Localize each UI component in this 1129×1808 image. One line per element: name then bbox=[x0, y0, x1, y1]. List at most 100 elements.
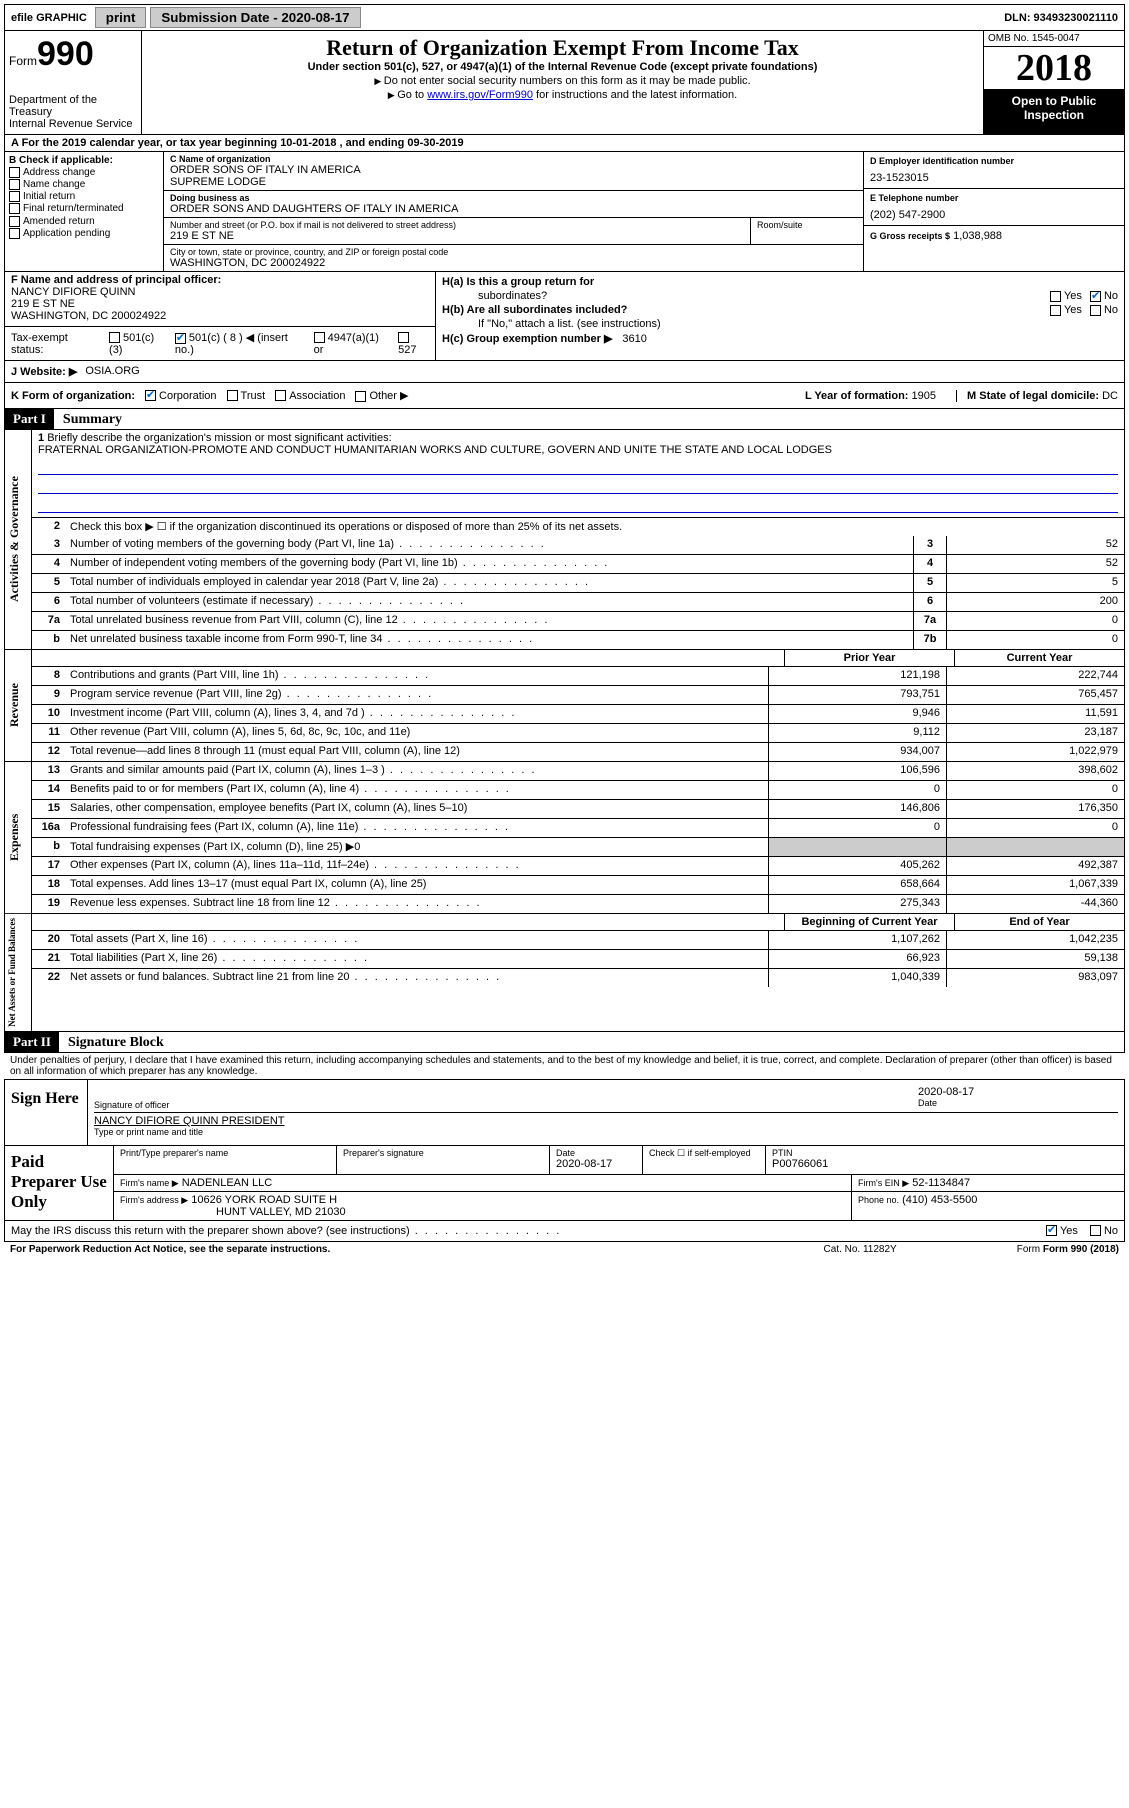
header-center: Return of Organization Exempt From Incom… bbox=[142, 31, 983, 134]
ein-block: D Employer identification number 23-1523… bbox=[864, 152, 1124, 189]
paid-preparer-label: Paid Preparer Use Only bbox=[5, 1146, 114, 1220]
check-4947[interactable]: 4947(a)(1) or bbox=[314, 332, 389, 356]
ha-yes[interactable]: Yes bbox=[1050, 290, 1082, 302]
line21-cy: 59,138 bbox=[946, 950, 1124, 968]
col-c-center: C Name of organization ORDER SONS OF ITA… bbox=[164, 152, 863, 271]
footer-left: For Paperwork Reduction Act Notice, see … bbox=[10, 1244, 824, 1255]
part1-body: Activities & Governance 1 Briefly descri… bbox=[4, 430, 1125, 650]
check-corporation[interactable]: Corporation bbox=[145, 390, 216, 402]
website-url: OSIA.ORG bbox=[85, 365, 139, 378]
submission-date-button[interactable]: Submission Date - 2020-08-17 bbox=[150, 7, 360, 28]
footer-row: For Paperwork Reduction Act Notice, see … bbox=[4, 1242, 1125, 1257]
check-address-change[interactable]: Address change bbox=[9, 167, 159, 178]
omb-number: OMB No. 1545-0047 bbox=[984, 31, 1124, 47]
line8-text: Contributions and grants (Part VIII, lin… bbox=[66, 667, 768, 685]
ptin-label: PTIN bbox=[772, 1148, 1118, 1158]
check-527[interactable]: 527 bbox=[398, 332, 429, 356]
expenses-section: Expenses 13Grants and similar amounts pa… bbox=[4, 762, 1125, 914]
eoy-header: End of Year bbox=[954, 914, 1124, 930]
line12-cy: 1,022,979 bbox=[946, 743, 1124, 761]
instr-suffix: for instructions and the latest informat… bbox=[536, 89, 737, 101]
section-bcdeg: B Check if applicable: Address change Na… bbox=[4, 152, 1125, 272]
tax-status-label: Tax-exempt status: bbox=[11, 332, 99, 356]
check-501c3[interactable]: 501(c)(3) bbox=[109, 332, 165, 356]
hb-label: H(b) Are all subordinates included? bbox=[442, 304, 627, 316]
prior-year-header: Prior Year bbox=[784, 650, 954, 666]
gross-receipts: 1,038,988 bbox=[953, 230, 1002, 242]
city-label: City or town, state or province, country… bbox=[170, 247, 857, 257]
tax-year: 2018 bbox=[984, 47, 1124, 90]
dln-label: DLN: 93493230021110 bbox=[998, 10, 1124, 26]
line18-py: 658,664 bbox=[768, 876, 946, 894]
dept-treasury: Department of the Treasury bbox=[9, 94, 137, 118]
irs-link[interactable]: www.irs.gov/Form990 bbox=[427, 89, 533, 101]
line7a-val: 0 bbox=[946, 612, 1124, 630]
check-application-pending[interactable]: Application pending bbox=[9, 228, 159, 239]
line15-py: 146,806 bbox=[768, 800, 946, 818]
firm-name-label: Firm's name ▶ bbox=[120, 1178, 179, 1188]
line3-text: Number of voting members of the governin… bbox=[66, 536, 913, 554]
check-final-return[interactable]: Final return/terminated bbox=[9, 203, 159, 214]
form-title: Return of Organization Exempt From Incom… bbox=[146, 35, 979, 61]
check-trust[interactable]: Trust bbox=[227, 390, 266, 402]
print-button[interactable]: print bbox=[95, 7, 147, 28]
officer-name-title: NANCY DIFIORE QUINN PRESIDENT bbox=[94, 1115, 1118, 1127]
b-label: B Check if applicable: bbox=[9, 155, 159, 166]
check-amended-return[interactable]: Amended return bbox=[9, 216, 159, 227]
firm-addr1: 10626 YORK ROAD SUITE H bbox=[191, 1194, 337, 1206]
vtab-expenses: Expenses bbox=[5, 762, 32, 913]
line14-py: 0 bbox=[768, 781, 946, 799]
discuss-yes[interactable]: Yes bbox=[1046, 1225, 1078, 1237]
line4-text: Number of independent voting members of … bbox=[66, 555, 913, 573]
hb-yes[interactable]: Yes bbox=[1050, 304, 1082, 316]
hb-no[interactable]: No bbox=[1090, 304, 1118, 316]
line4-val: 52 bbox=[946, 555, 1124, 573]
m-label: M State of legal domicile: bbox=[967, 390, 1099, 402]
line12-text: Total revenue—add lines 8 through 11 (mu… bbox=[66, 743, 768, 761]
vtab-activities: Activities & Governance bbox=[5, 430, 32, 649]
check-initial-return[interactable]: Initial return bbox=[9, 191, 159, 202]
dba-label: Doing business as bbox=[170, 193, 857, 203]
line8-cy: 222,744 bbox=[946, 667, 1124, 685]
phone-block: E Telephone number (202) 547-2900 bbox=[864, 189, 1124, 226]
preparer-body: Print/Type preparer's name Preparer's si… bbox=[114, 1146, 1124, 1220]
ha-no[interactable]: No bbox=[1090, 290, 1118, 302]
header-right: OMB No. 1545-0047 2018 Open to Public In… bbox=[983, 31, 1124, 134]
check-501c[interactable]: 501(c) ( 8 ) ◀ (insert no.) bbox=[175, 331, 304, 356]
firm-ein: 52-1134847 bbox=[912, 1177, 970, 1189]
line13-py: 106,596 bbox=[768, 762, 946, 780]
ptin-value: P00766061 bbox=[772, 1158, 1118, 1170]
netassets-content: Beginning of Current Year End of Year 20… bbox=[32, 914, 1124, 1031]
print-name-label: Print/Type preparer's name bbox=[120, 1148, 330, 1158]
sign-here-label: Sign Here bbox=[5, 1080, 88, 1145]
l-label: L Year of formation: bbox=[805, 390, 909, 402]
instruction-ssn: Do not enter social security numbers on … bbox=[146, 75, 979, 87]
check-other[interactable]: Other ▶ bbox=[355, 389, 408, 402]
check-name-change[interactable]: Name change bbox=[9, 179, 159, 190]
line9-py: 793,751 bbox=[768, 686, 946, 704]
part2-label: Part II bbox=[5, 1032, 59, 1052]
city-value: WASHINGTON, DC 200024922 bbox=[170, 257, 857, 269]
phone-value: (202) 547-2900 bbox=[870, 209, 1118, 221]
line7a-text: Total unrelated business revenue from Pa… bbox=[66, 612, 913, 630]
dept-irs: Internal Revenue Service bbox=[9, 118, 137, 130]
footer-form: Form Form 990 (2018) bbox=[1017, 1244, 1119, 1255]
col-h: H(a) Is this a group return for subordin… bbox=[436, 272, 1124, 360]
line17-text: Other expenses (Part IX, column (A), lin… bbox=[66, 857, 768, 875]
line17-cy: 492,387 bbox=[946, 857, 1124, 875]
part2-title: Signature Block bbox=[68, 1035, 164, 1050]
prep-date-value: 2020-08-17 bbox=[556, 1158, 636, 1170]
line18-text: Total expenses. Add lines 13–17 (must eq… bbox=[66, 876, 768, 894]
l-value: 1905 bbox=[912, 390, 936, 402]
line16a-cy: 0 bbox=[946, 819, 1124, 837]
line13-cy: 398,602 bbox=[946, 762, 1124, 780]
firm-ein-label: Firm's EIN ▶ bbox=[858, 1178, 909, 1188]
hb-note: If "No," attach a list. (see instruction… bbox=[442, 318, 1118, 330]
section-fh: F Name and address of principal officer:… bbox=[4, 272, 1125, 361]
check-association[interactable]: Association bbox=[275, 390, 345, 402]
discuss-no[interactable]: No bbox=[1090, 1225, 1118, 1237]
line20-py: 1,107,262 bbox=[768, 931, 946, 949]
hc-value: 3610 bbox=[622, 333, 646, 345]
addr-label: Number and street (or P.O. box if mail i… bbox=[170, 220, 744, 230]
hc-label: H(c) Group exemption number ▶ bbox=[442, 333, 612, 345]
